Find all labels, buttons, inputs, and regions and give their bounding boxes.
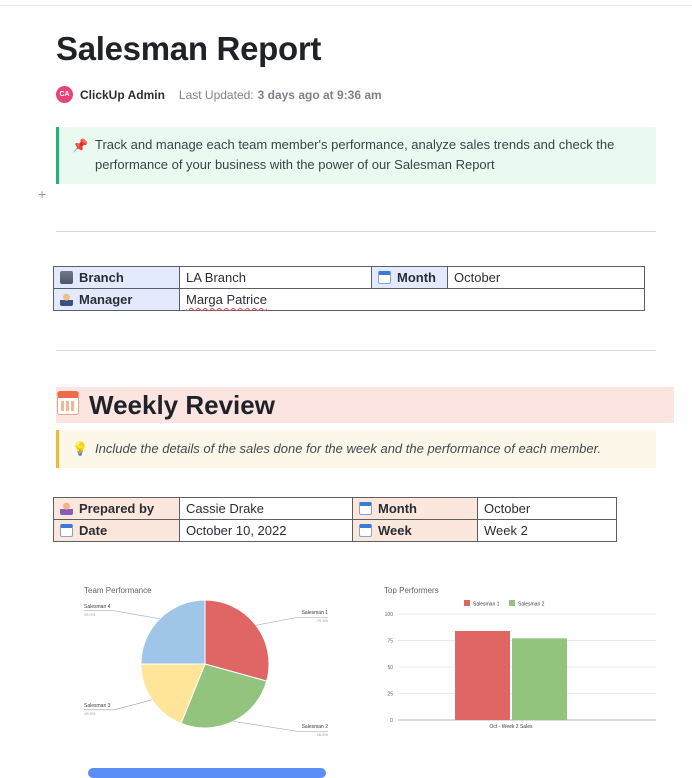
week-label-cell: Week — [352, 519, 478, 542]
weekly-review-header: Weekly Review — [56, 387, 674, 423]
calendar-icon — [378, 271, 391, 284]
divider — [56, 350, 656, 351]
y-tick-label: 25 — [387, 692, 393, 698]
pie-label-4: Salesman 4 — [84, 603, 111, 610]
bar-chart-title: Top Performers — [384, 586, 439, 595]
branch-value-cell[interactable]: LA Branch — [179, 266, 372, 289]
pie-chart-title: Team Performance — [84, 586, 152, 595]
last-updated-label: Last Updated: — [178, 87, 254, 102]
office-building-icon — [60, 271, 73, 284]
prepared-by-value-cell[interactable]: Cassie Drake — [179, 497, 353, 520]
last-updated-value: 3 days ago at 9:36 am — [257, 87, 382, 102]
calendar-icon — [359, 502, 372, 515]
bar-2[interactable] — [512, 638, 567, 720]
pie-percent-3: 18.9% — [84, 710, 96, 716]
pie-label-2: Salesman 2 — [301, 724, 328, 731]
prepared-by-label-cell: Prepared by — [53, 497, 180, 520]
pie-leader-line — [233, 721, 328, 732]
intro-callout[interactable]: 📌 Track and manage each team member's pe… — [56, 127, 656, 184]
month-value-cell[interactable]: October — [447, 266, 645, 289]
team-performance-pie-chart[interactable] — [80, 596, 340, 736]
pie-slice-4[interactable] — [140, 599, 206, 665]
weekly-callout[interactable]: 💡 Include the details of the sales done … — [56, 430, 656, 468]
month-label-cell: Month — [352, 497, 478, 520]
pie-leader-line — [255, 616, 328, 626]
y-tick-label: 75 — [387, 639, 393, 645]
x-category-label: Oct - Week 2 Sales — [490, 724, 533, 730]
lightbulb-icon: 💡 — [72, 441, 89, 456]
pie-percent-1: 29.3% — [316, 618, 328, 624]
pie-slice-1[interactable] — [204, 599, 270, 682]
y-tick-label: 50 — [387, 665, 393, 671]
legend-swatch-1 — [464, 600, 470, 606]
manager-person-icon — [60, 293, 73, 306]
weekly-callout-text: Include the details of the sales done fo… — [95, 441, 602, 456]
pie-slice-2[interactable] — [180, 663, 268, 729]
date-value-cell[interactable]: October 10, 2022 — [179, 519, 353, 542]
branch-table: Branch LA Branch Month October Manager M… — [53, 266, 645, 311]
month-label-cell: Month — [371, 266, 448, 289]
person-icon — [60, 502, 73, 515]
pie-slice-3[interactable] — [140, 663, 206, 725]
doc-meta: CA ClickUp Admin Last Updated: 3 days ag… — [56, 86, 382, 103]
legend-label-2: Salesman 2 — [518, 602, 545, 608]
legend-label-1: Salesman 1 — [473, 602, 500, 608]
month-value-cell[interactable]: October — [477, 497, 617, 520]
calendar-icon — [60, 524, 73, 537]
author-name[interactable]: ClickUp Admin — [80, 87, 165, 102]
calendar-icon — [359, 524, 372, 537]
add-block-icon[interactable]: + — [38, 186, 47, 202]
pie-leader-line — [84, 610, 160, 620]
weekly-info-table: Prepared by Cassie Drake Month October D… — [53, 497, 617, 542]
legend-swatch-2 — [509, 600, 515, 606]
y-tick-label: 100 — [385, 612, 394, 618]
bar-1[interactable] — [455, 630, 510, 720]
calendar-icon — [57, 391, 79, 415]
pie-percent-4: 25.0% — [84, 611, 96, 617]
avatar[interactable]: CA — [56, 86, 73, 103]
weekly-review-title: Weekly Review — [89, 390, 275, 420]
top-divider — [0, 5, 692, 6]
top-performers-bar-chart[interactable]: 100 75 50 25 0 Salesman 1 Salesman 2 Oct - Week… — [370, 596, 660, 736]
manager-name: Marga Patrice — [186, 292, 267, 307]
y-tick-label: 0 — [390, 718, 393, 724]
action-button[interactable] — [88, 768, 326, 778]
page-title: Salesman Report — [56, 30, 322, 67]
pie-label-1: Salesman 1 — [301, 610, 328, 617]
divider — [56, 231, 656, 232]
manager-value-cell[interactable]: Marga Patrice — [179, 288, 645, 311]
pie-percent-2: 26.8% — [316, 732, 328, 738]
intro-callout-text: Track and manage each team member's perf… — [95, 137, 615, 172]
pushpin-icon: 📌 — [72, 138, 89, 153]
date-label-cell: Date — [53, 519, 180, 542]
manager-label-cell: Manager — [53, 288, 180, 311]
week-value-cell[interactable]: Week 2 — [477, 519, 617, 542]
pie-leader-line — [84, 699, 153, 711]
branch-label-cell: Branch — [53, 266, 180, 289]
pie-label-3: Salesman 3 — [84, 702, 111, 709]
